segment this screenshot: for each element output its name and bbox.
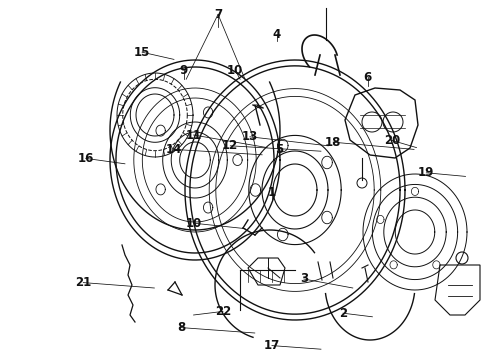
Text: 6: 6	[364, 71, 371, 84]
Text: 1: 1	[268, 186, 276, 199]
Text: 13: 13	[242, 130, 258, 143]
Text: 22: 22	[215, 305, 231, 318]
Text: 8: 8	[177, 321, 185, 334]
Text: 7: 7	[214, 8, 222, 21]
Text: 14: 14	[166, 143, 182, 156]
Text: 2: 2	[339, 307, 347, 320]
Text: 21: 21	[75, 276, 92, 289]
Text: 15: 15	[134, 46, 150, 59]
Text: 10: 10	[185, 217, 202, 230]
Text: 4: 4	[273, 28, 281, 41]
Text: 12: 12	[222, 139, 239, 152]
Text: 5: 5	[275, 143, 283, 156]
Text: 16: 16	[77, 152, 94, 165]
Text: 18: 18	[325, 136, 342, 149]
Text: 11: 11	[185, 129, 202, 141]
Text: 20: 20	[384, 134, 400, 147]
Text: 3: 3	[300, 273, 308, 285]
Text: 19: 19	[418, 166, 435, 179]
Text: 9: 9	[180, 64, 188, 77]
Text: 17: 17	[264, 339, 280, 352]
Text: 10: 10	[227, 64, 244, 77]
